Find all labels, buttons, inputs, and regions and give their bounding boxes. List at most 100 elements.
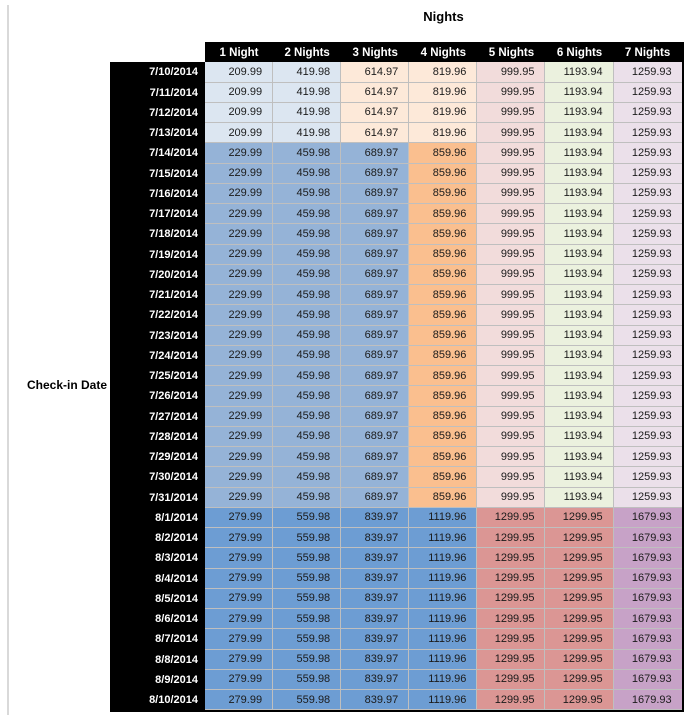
price-cell[interactable]: 999.95: [477, 426, 546, 447]
price-cell[interactable]: 279.99: [205, 609, 274, 630]
price-cell[interactable]: 1193.94: [545, 305, 614, 326]
price-cell[interactable]: 229.99: [205, 224, 274, 245]
price-cell[interactable]: 1259.93: [613, 406, 682, 427]
price-cell[interactable]: 229.99: [205, 406, 274, 427]
price-cell[interactable]: 1119.96: [409, 669, 478, 690]
price-cell[interactable]: 1299.95: [545, 507, 614, 528]
price-cell[interactable]: 459.98: [273, 224, 342, 245]
price-cell[interactable]: 459.98: [273, 426, 342, 447]
price-cell[interactable]: 1193.94: [545, 386, 614, 407]
price-cell[interactable]: 1259.93: [613, 305, 682, 326]
price-cell[interactable]: 279.99: [205, 568, 274, 589]
price-cell[interactable]: 459.98: [273, 305, 342, 326]
price-cell[interactable]: 999.95: [477, 143, 546, 164]
price-cell[interactable]: 1299.95: [545, 609, 614, 630]
price-cell[interactable]: 1193.94: [545, 406, 614, 427]
price-cell[interactable]: 859.96: [409, 163, 478, 184]
price-cell[interactable]: 1193.94: [545, 82, 614, 103]
price-cell[interactable]: 999.95: [477, 244, 546, 265]
price-cell[interactable]: 859.96: [409, 143, 478, 164]
price-cell[interactable]: 1259.93: [613, 264, 682, 285]
price-cell[interactable]: 1299.95: [477, 669, 546, 690]
price-cell[interactable]: 689.97: [341, 467, 410, 488]
price-cell[interactable]: 1259.93: [613, 244, 682, 265]
price-cell[interactable]: 279.99: [205, 528, 274, 549]
price-cell[interactable]: 1193.94: [545, 102, 614, 123]
price-cell[interactable]: 839.97: [341, 609, 410, 630]
price-cell[interactable]: 1193.94: [545, 204, 614, 225]
price-cell[interactable]: 1193.94: [545, 487, 614, 508]
price-cell[interactable]: 1119.96: [409, 528, 478, 549]
price-cell[interactable]: 819.96: [409, 123, 478, 144]
price-cell[interactable]: 859.96: [409, 386, 478, 407]
price-cell[interactable]: 209.99: [205, 102, 274, 123]
price-cell[interactable]: 1299.95: [545, 649, 614, 670]
price-cell[interactable]: 1299.95: [477, 507, 546, 528]
price-cell[interactable]: 839.97: [341, 690, 410, 711]
price-cell[interactable]: 1193.94: [545, 62, 614, 83]
price-cell[interactable]: 229.99: [205, 204, 274, 225]
price-cell[interactable]: 999.95: [477, 305, 546, 326]
price-cell[interactable]: 419.98: [273, 102, 342, 123]
price-cell[interactable]: 459.98: [273, 163, 342, 184]
price-cell[interactable]: 559.98: [273, 507, 342, 528]
price-cell[interactable]: 1299.95: [477, 568, 546, 589]
price-cell[interactable]: 689.97: [341, 426, 410, 447]
price-cell[interactable]: 859.96: [409, 305, 478, 326]
price-cell[interactable]: 1679.93: [613, 548, 682, 569]
price-cell[interactable]: 999.95: [477, 163, 546, 184]
price-cell[interactable]: 839.97: [341, 669, 410, 690]
price-cell[interactable]: 1119.96: [409, 629, 478, 650]
price-cell[interactable]: 559.98: [273, 568, 342, 589]
price-cell[interactable]: 1299.95: [477, 649, 546, 670]
price-cell[interactable]: 1679.93: [613, 507, 682, 528]
price-cell[interactable]: 689.97: [341, 224, 410, 245]
price-cell[interactable]: 229.99: [205, 305, 274, 326]
price-cell[interactable]: 859.96: [409, 467, 478, 488]
price-cell[interactable]: 1193.94: [545, 163, 614, 184]
price-cell[interactable]: 1259.93: [613, 183, 682, 204]
price-cell[interactable]: 279.99: [205, 588, 274, 609]
price-cell[interactable]: 689.97: [341, 386, 410, 407]
price-cell[interactable]: 1299.95: [545, 568, 614, 589]
price-cell[interactable]: 859.96: [409, 244, 478, 265]
price-cell[interactable]: 229.99: [205, 366, 274, 387]
price-cell[interactable]: 1193.94: [545, 123, 614, 144]
price-cell[interactable]: 1679.93: [613, 568, 682, 589]
price-cell[interactable]: 1679.93: [613, 629, 682, 650]
price-cell[interactable]: 859.96: [409, 487, 478, 508]
price-cell[interactable]: 229.99: [205, 386, 274, 407]
price-cell[interactable]: 1259.93: [613, 143, 682, 164]
price-cell[interactable]: 1259.93: [613, 487, 682, 508]
price-cell[interactable]: 229.99: [205, 467, 274, 488]
price-cell[interactable]: 459.98: [273, 143, 342, 164]
price-cell[interactable]: 459.98: [273, 406, 342, 427]
price-cell[interactable]: 1299.95: [545, 669, 614, 690]
price-cell[interactable]: 459.98: [273, 386, 342, 407]
price-cell[interactable]: 689.97: [341, 325, 410, 346]
price-cell[interactable]: 1679.93: [613, 588, 682, 609]
price-cell[interactable]: 1299.95: [477, 588, 546, 609]
price-cell[interactable]: 999.95: [477, 264, 546, 285]
price-cell[interactable]: 1299.95: [545, 528, 614, 549]
price-cell[interactable]: 999.95: [477, 82, 546, 103]
price-cell[interactable]: 279.99: [205, 690, 274, 711]
price-cell[interactable]: 1299.95: [477, 548, 546, 569]
price-cell[interactable]: 209.99: [205, 82, 274, 103]
price-cell[interactable]: 229.99: [205, 345, 274, 366]
price-cell[interactable]: 459.98: [273, 285, 342, 306]
price-cell[interactable]: 1299.95: [477, 609, 546, 630]
price-cell[interactable]: 559.98: [273, 528, 342, 549]
price-cell[interactable]: 614.97: [341, 82, 410, 103]
price-cell[interactable]: 999.95: [477, 386, 546, 407]
price-cell[interactable]: 229.99: [205, 143, 274, 164]
price-cell[interactable]: 1193.94: [545, 183, 614, 204]
price-cell[interactable]: 559.98: [273, 669, 342, 690]
price-cell[interactable]: 1119.96: [409, 649, 478, 670]
price-cell[interactable]: 614.97: [341, 102, 410, 123]
price-cell[interactable]: 839.97: [341, 548, 410, 569]
price-cell[interactable]: 1119.96: [409, 548, 478, 569]
price-cell[interactable]: 459.98: [273, 467, 342, 488]
price-cell[interactable]: 1679.93: [613, 649, 682, 670]
price-cell[interactable]: 1299.95: [477, 690, 546, 711]
